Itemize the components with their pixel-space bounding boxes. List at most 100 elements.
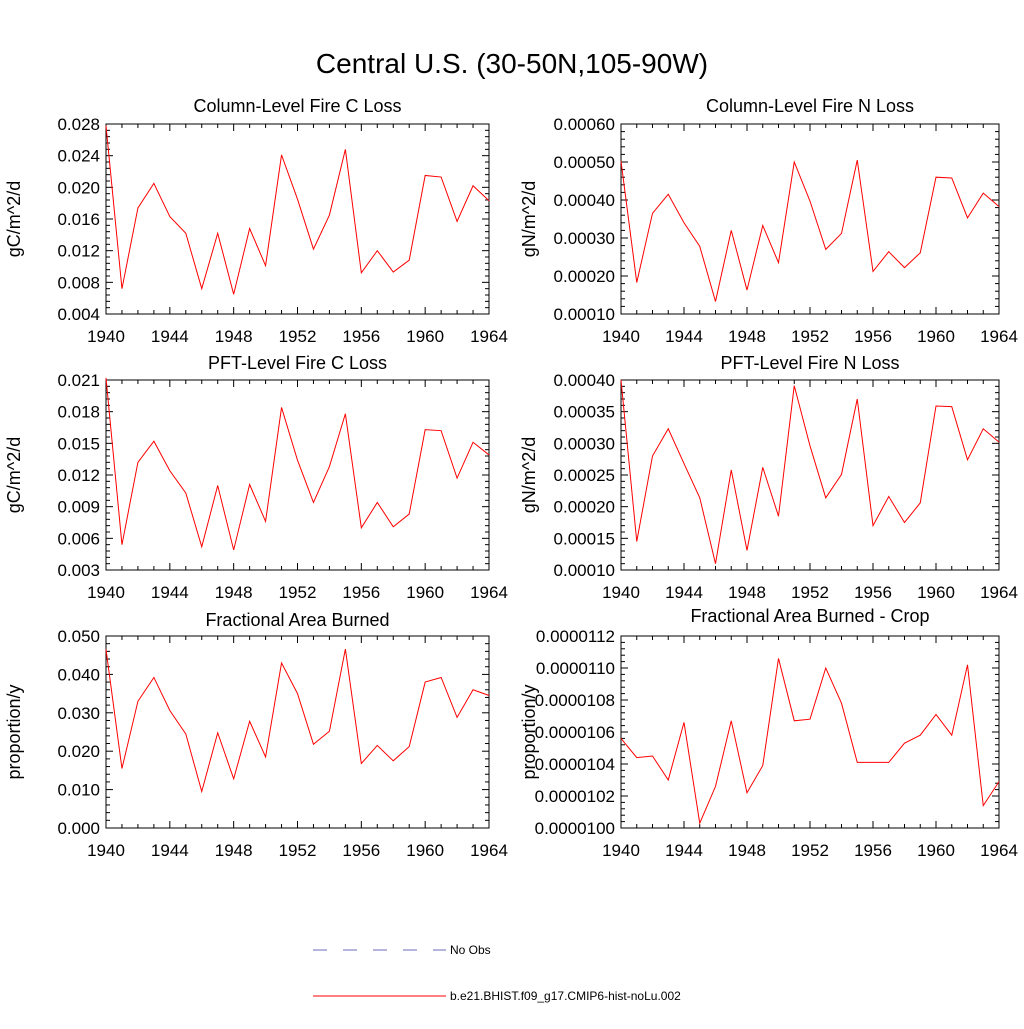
y-tick-label: 0.021 <box>57 371 100 390</box>
x-tick-label: 1948 <box>215 583 253 602</box>
x-tick-label: 1944 <box>151 583 189 602</box>
x-tick-label: 1948 <box>728 327 766 346</box>
y-axis-label: gC/m^2/d <box>4 181 24 257</box>
y-tick-label: 0.00040 <box>554 191 615 210</box>
x-tick-label: 1960 <box>406 583 444 602</box>
y-tick-label: 0.00010 <box>554 561 615 580</box>
chart-panel-6: Fractional Area Burned - Crop proportion/… <box>519 606 1018 860</box>
x-tick-label: 1948 <box>728 583 766 602</box>
panel-title: Column-Level Fire N Loss <box>706 96 914 116</box>
y-tick-label: 0.008 <box>57 273 100 292</box>
legend-label: b.e21.BHIST.f09_g17.CMIP6-hist-noLu.002 <box>450 989 681 1003</box>
x-tick-label: 1960 <box>917 327 955 346</box>
y-tick-label: 0.00010 <box>554 305 615 324</box>
plot-frame <box>105 635 490 829</box>
x-tick-label: 1960 <box>917 583 955 602</box>
y-axis-label: proportion/y <box>519 684 539 779</box>
panel-title: Column-Level Fire C Loss <box>193 96 401 116</box>
panel-title: Fractional Area Burned - Crop <box>690 606 929 626</box>
y-tick-label: 0.00040 <box>554 371 615 390</box>
series-line <box>105 648 490 794</box>
y-tick-label: 0.020 <box>57 742 100 761</box>
y-tick-label: 0.0000106 <box>535 723 615 742</box>
y-tick-label: 0.0000110 <box>536 659 615 678</box>
x-tick-label: 1964 <box>470 583 508 602</box>
y-tick-label: 0.010 <box>57 781 100 800</box>
x-tick-label: 1944 <box>151 841 189 860</box>
y-tick-label: 0.00015 <box>554 529 615 548</box>
y-tick-label: 0.00030 <box>554 434 615 453</box>
x-tick-label: 1964 <box>470 841 508 860</box>
y-tick-label: 0.0000102 <box>535 787 615 806</box>
panel-title: Fractional Area Burned <box>205 610 389 630</box>
x-tick-label: 1952 <box>279 327 317 346</box>
chart-panel-5: Fractional Area Burned proportion/y 1940 19… <box>4 610 508 860</box>
y-tick-label: 0.00030 <box>554 229 615 248</box>
y-tick-label: 0.0000112 <box>536 627 615 646</box>
x-tick-label: 1956 <box>854 327 892 346</box>
x-tick-label: 1956 <box>854 841 892 860</box>
y-tick-label: 0.00025 <box>554 466 615 485</box>
x-tick-label: 1952 <box>279 583 317 602</box>
y-tick-label: 0.015 <box>57 434 100 453</box>
y-tick-label: 0.028 <box>57 115 100 134</box>
x-tick-label: 1944 <box>151 327 189 346</box>
chart-panel-4: PFT-Level Fire N Loss gN/m^2/d 1940 1944 194… <box>519 353 1018 602</box>
x-tick-label: 1960 <box>917 841 955 860</box>
y-tick-label: 0.004 <box>57 305 100 324</box>
x-tick-label: 1952 <box>791 327 829 346</box>
legend: No Obs b.e21.BHIST.f09_g17.CMIP6-hist-noL… <box>313 943 681 1003</box>
x-tick-label: 1960 <box>406 841 444 860</box>
y-tick-label: 0.016 <box>57 210 100 229</box>
x-tick-label: 1956 <box>342 327 380 346</box>
series-line <box>620 658 1000 825</box>
x-tick-label: 1944 <box>665 327 703 346</box>
x-tick-label: 1940 <box>602 583 640 602</box>
x-tick-label: 1948 <box>215 327 253 346</box>
x-tick-label: 1940 <box>602 327 640 346</box>
y-axis-label: proportion/y <box>4 684 24 779</box>
y-tick-label: 0.050 <box>57 627 100 646</box>
y-tick-label: 0.012 <box>57 242 100 261</box>
x-tick-label: 1940 <box>87 841 125 860</box>
y-tick-label: 0.0000100 <box>535 819 615 838</box>
series-line <box>620 379 1000 564</box>
y-tick-label: 0.0000108 <box>535 691 615 710</box>
y-tick-label: 0.030 <box>57 704 100 723</box>
x-tick-label: 1956 <box>854 583 892 602</box>
x-tick-label: 1940 <box>602 841 640 860</box>
plot-frame <box>105 379 490 571</box>
y-tick-label: 0.009 <box>57 498 100 517</box>
plot-frame <box>620 123 1000 315</box>
x-tick-label: 1948 <box>215 841 253 860</box>
series-line <box>620 159 1000 302</box>
x-tick-label: 1944 <box>665 841 703 860</box>
x-tick-label: 1952 <box>279 841 317 860</box>
plot-frame <box>105 123 490 315</box>
x-tick-label: 1952 <box>791 841 829 860</box>
y-tick-label: 0.018 <box>57 403 100 422</box>
x-tick-label: 1952 <box>791 583 829 602</box>
y-tick-label: 0.024 <box>57 147 100 166</box>
x-tick-label: 1948 <box>728 841 766 860</box>
x-tick-label: 1964 <box>980 841 1018 860</box>
y-tick-label: 0.040 <box>57 665 100 684</box>
y-tick-label: 0.006 <box>57 529 100 548</box>
series-line <box>105 377 490 551</box>
x-tick-label: 1944 <box>665 583 703 602</box>
y-axis-label: gN/m^2/d <box>519 181 539 257</box>
series-line <box>105 125 490 295</box>
x-tick-label: 1960 <box>406 327 444 346</box>
figure-title: Central U.S. (30-50N,105-90W) <box>315 48 709 79</box>
chart-panel-3: PFT-Level Fire C Loss gC/m^2/d 1940 1944 194… <box>4 353 508 602</box>
legend-label: No Obs <box>450 943 491 957</box>
x-tick-label: 1940 <box>87 327 125 346</box>
y-tick-label: 0.00060 <box>554 115 615 134</box>
y-tick-label: 0.003 <box>57 561 100 580</box>
x-tick-label: 1964 <box>980 583 1018 602</box>
plot-frame <box>620 635 1000 829</box>
chart-panel-1: Column-Level Fire C Loss gC/m^2/d 1940 1944… <box>4 96 508 346</box>
y-tick-label: 0.0000104 <box>535 755 615 774</box>
